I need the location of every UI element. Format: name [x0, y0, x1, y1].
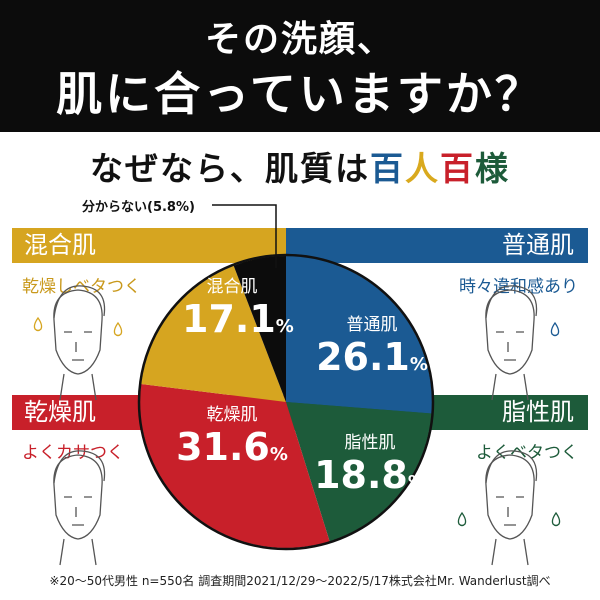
- drop-icon: [551, 512, 561, 527]
- pie-slice-分からない: [233, 256, 286, 402]
- slice-unit: %: [275, 316, 294, 337]
- face-combo-icon: [53, 285, 106, 401]
- pie-label-normal: 普通肌 26.1%: [312, 310, 432, 379]
- drop-icon: [550, 322, 560, 337]
- pie-outline: [137, 253, 435, 551]
- desc-oily: よくベタつく: [476, 443, 578, 463]
- slice-unit: %: [407, 472, 426, 493]
- slice-value: 17.1: [182, 297, 276, 341]
- header-line2: 肌に合っていますか？: [56, 67, 544, 121]
- face-oily-icon: [485, 450, 538, 566]
- pie-label-combo: 混合肌 17.1%: [182, 272, 294, 341]
- highlight-char: 百: [440, 149, 475, 188]
- unknown-leader-line: [212, 204, 277, 268]
- slice-value: 31.6: [176, 425, 270, 469]
- drop-icon: [457, 512, 467, 527]
- slice-name: 脂性肌: [344, 433, 396, 453]
- pie-slice-混合肌: [141, 265, 286, 402]
- highlight-char: 百: [370, 149, 405, 188]
- pie-slice-脂性肌: [286, 402, 432, 542]
- slice-unit: %: [269, 444, 288, 465]
- unknown-label: 分からない(5.8%): [82, 200, 195, 215]
- footnote: ※20〜50代男性 n=550名 調査期間2021/12/29〜2022/5/1…: [49, 574, 551, 588]
- pie-slice-乾燥肌: [140, 384, 330, 548]
- slice-value: 18.8: [314, 453, 408, 497]
- slice-name: 普通肌: [346, 315, 398, 335]
- band-normal: 普通肌: [286, 228, 588, 263]
- pie-label-oily: 脂性肌 18.8%: [305, 428, 435, 497]
- subtitle: なぜなら、肌質は百人百様: [0, 142, 600, 190]
- subtitle-prefix: なぜなら、肌質は: [90, 149, 370, 188]
- highlight-char: 様: [475, 149, 510, 188]
- desc-combo: 乾燥しベタつく: [22, 277, 141, 297]
- drop-icon: [113, 322, 123, 337]
- slice-value: 26.1: [316, 335, 410, 379]
- slice-name: 混合肌: [206, 277, 258, 297]
- slice-name: 乾燥肌: [206, 405, 258, 425]
- drop-icon: [33, 317, 43, 332]
- face-normal-icon: [485, 285, 538, 401]
- pie-label-dry: 乾燥肌 31.6%: [172, 400, 292, 469]
- pie-slice-普通肌: [286, 256, 432, 414]
- slice-unit: %: [409, 354, 428, 375]
- subtitle-highlight: 百人百様: [370, 149, 510, 188]
- highlight-char: 人: [405, 149, 440, 188]
- header-line1: その洗顔、: [204, 19, 395, 60]
- header: その洗顔、 肌に合っていますか？: [0, 0, 600, 132]
- face-dry-icon: [53, 450, 106, 566]
